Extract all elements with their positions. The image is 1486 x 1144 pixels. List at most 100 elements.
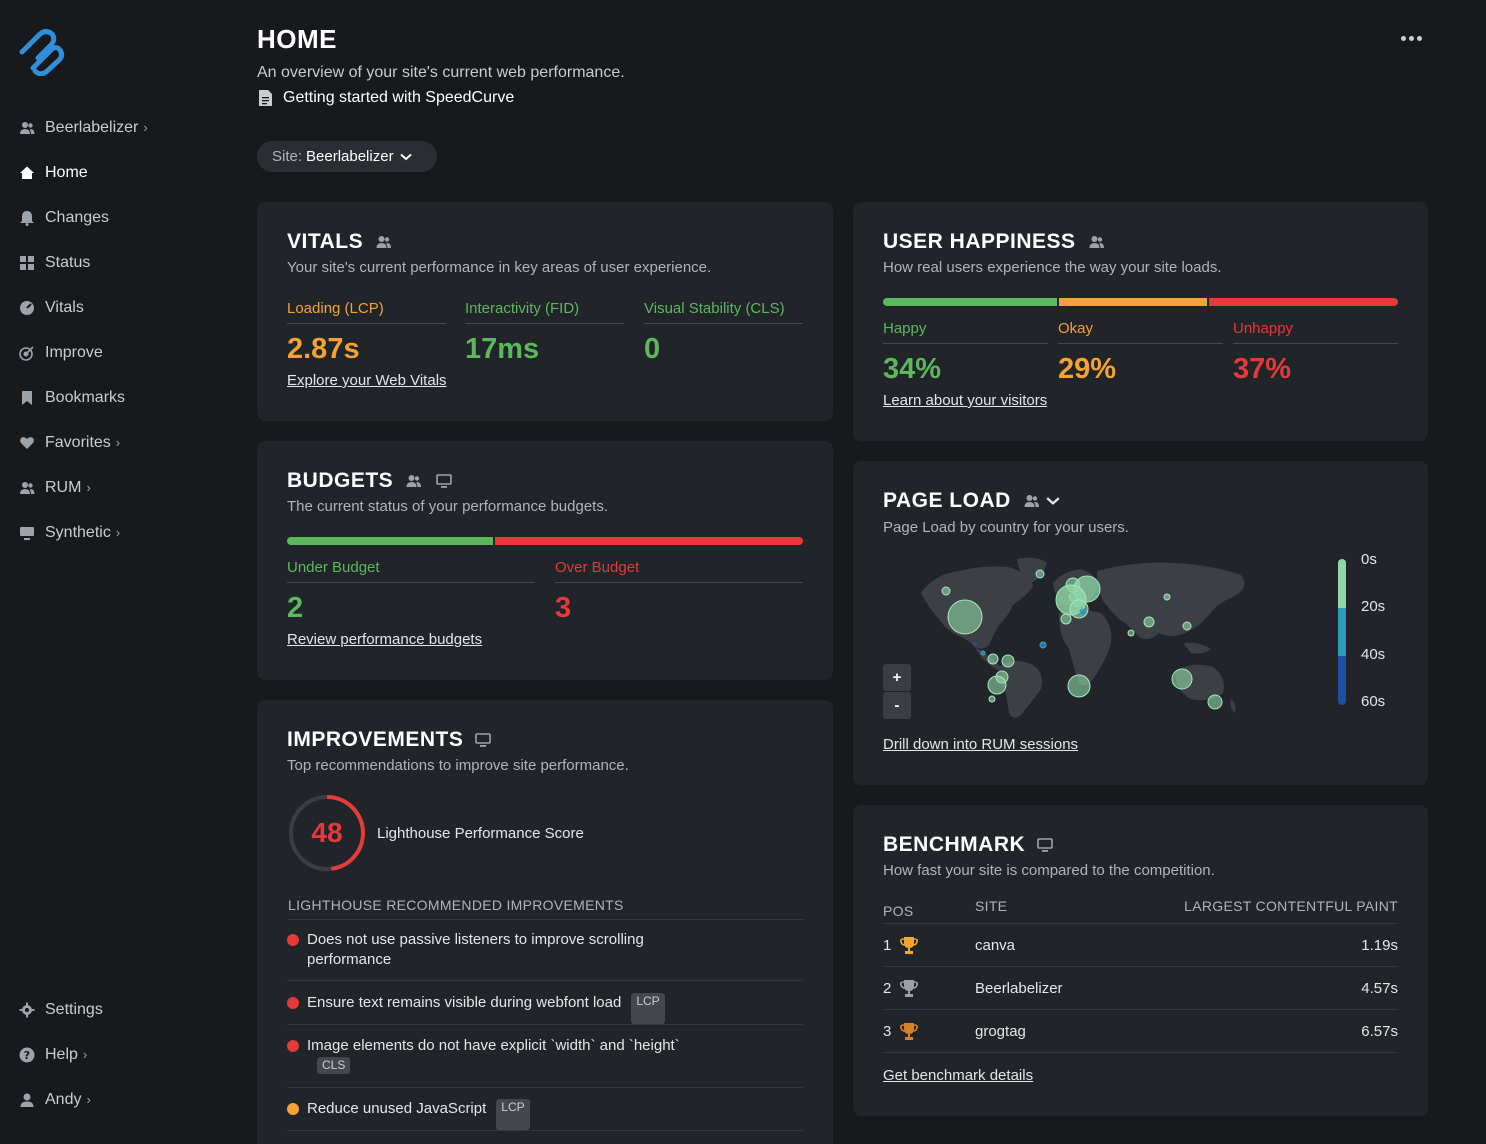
vitals-metric-fid[interactable]: Interactivity (FID) 17ms xyxy=(465,300,624,366)
explore-vitals-link[interactable]: Explore your Web Vitals xyxy=(287,372,447,389)
review-budgets-link[interactable]: Review performance budgets xyxy=(287,631,483,648)
metric-value: 37% xyxy=(1233,353,1292,385)
users-icon xyxy=(1089,236,1104,248)
metric-value: 34% xyxy=(883,353,942,385)
sidebar-item-label: Help xyxy=(45,1045,78,1063)
recommendation-text: Does not use passive listeners to improv… xyxy=(307,931,644,968)
metric-tag: LCP xyxy=(631,993,665,1024)
site-selector-value: Beerlabelizer xyxy=(306,148,394,165)
dot xyxy=(1416,35,1422,41)
position: 3 xyxy=(883,1022,892,1040)
monitor-icon xyxy=(436,474,452,488)
sidebar-item-label: Home xyxy=(45,163,88,181)
severity-dot xyxy=(287,1040,299,1052)
benchmark-card: BENCHMARK How fast your site is compared… xyxy=(853,805,1428,1116)
sidebar-item-label: Bookmarks xyxy=(45,388,126,406)
budgets-description: The current status of your performance b… xyxy=(287,498,608,515)
chevron-down-icon xyxy=(399,153,412,160)
budgets-bar xyxy=(287,537,803,545)
lcp-value: 6.57s xyxy=(1361,1022,1398,1040)
sidebar-item-rum[interactable]: RUM › xyxy=(0,465,230,510)
sidebar-item-help[interactable]: ? Help › xyxy=(0,1032,230,1077)
sidebar-item-bookmarks[interactable]: Bookmarks xyxy=(0,375,230,420)
metric-value: 0 xyxy=(644,333,661,365)
happiness-title: USER HAPPINESS xyxy=(883,230,1107,254)
document-icon xyxy=(259,90,272,106)
legend-label: 40s xyxy=(1361,646,1386,663)
rum-bubbles-slowest xyxy=(973,642,977,646)
sidebar-item-home[interactable]: Home xyxy=(0,150,230,195)
zoom-in-button[interactable]: + xyxy=(883,664,911,691)
metric-value: 17ms xyxy=(465,333,540,365)
sidebar-item-account[interactable]: Beerlabelizer › xyxy=(0,105,230,150)
happiness-description: How real users experience the way your s… xyxy=(883,259,1222,276)
sidebar-item-vitals[interactable]: Vitals xyxy=(0,285,230,330)
severity-dot xyxy=(287,934,299,946)
zoom-out-button[interactable]: - xyxy=(883,692,911,719)
metric-label: Okay xyxy=(1058,320,1223,344)
budgets-card: BUDGETS The current status of your perfo… xyxy=(257,441,833,680)
recommendation-item[interactable]: Ensure text remains visible during webfo… xyxy=(287,993,803,1025)
bronze-trophy-icon xyxy=(900,1023,919,1040)
metric-tag: LCP xyxy=(496,1099,530,1130)
page-title: HOME xyxy=(257,24,337,54)
sidebar-item-status[interactable]: Status xyxy=(0,240,230,285)
position: 2 xyxy=(883,979,892,997)
getting-started-label: Getting started with SpeedCurve xyxy=(283,89,515,106)
sidebar-item-settings[interactable]: Settings xyxy=(0,987,230,1032)
happiness-metric-happy: Happy 34% xyxy=(883,320,1048,386)
vitals-metric-cls[interactable]: Visual Stability (CLS) 0 xyxy=(644,300,803,366)
table-row[interactable]: 1 canva 1.19s xyxy=(883,924,1398,967)
chevron-down-icon[interactable] xyxy=(1046,496,1060,506)
legend-label: 20s xyxy=(1361,598,1386,615)
budgets-metric-under[interactable]: Under Budget 2 xyxy=(287,559,535,625)
benchmark-table-header: POS SITE LARGEST CONTENTFUL PAINT xyxy=(883,898,1398,924)
chevron-right-icon: › xyxy=(86,1092,91,1107)
site-selector[interactable]: Site: Beerlabelizer xyxy=(257,141,437,172)
chevron-right-icon: › xyxy=(86,480,91,495)
page-load-title-text: PAGE LOAD xyxy=(883,489,1011,512)
recommendation-item[interactable]: Image elements do not have explicit `wid… xyxy=(287,1036,803,1088)
user-icon xyxy=(19,1092,35,1108)
happiness-title-text: USER HAPPINESS xyxy=(883,230,1076,253)
recommendation-item[interactable]: Reduce unused JavaScript LCP xyxy=(287,1099,803,1131)
sidebar-item-label: Changes xyxy=(45,208,110,226)
sidebar: Beerlabelizer › Home Changes Status Vital… xyxy=(0,0,230,1144)
table-row[interactable]: 3 grogtag 6.57s xyxy=(883,1010,1398,1053)
budgets-bar-over xyxy=(495,537,803,545)
sidebar-item-label: Synthetic xyxy=(45,523,111,541)
monitor-icon xyxy=(19,525,35,541)
vitals-metric-lcp[interactable]: Loading (LCP) 2.87s xyxy=(287,300,446,366)
lcp-value: 4.57s xyxy=(1361,979,1398,997)
sidebar-item-account-user[interactable]: Andy › xyxy=(0,1077,230,1122)
learn-visitors-link[interactable]: Learn about your visitors xyxy=(883,392,1048,409)
sidebar-item-favorites[interactable]: Favorites › xyxy=(0,420,230,465)
benchmark-details-link[interactable]: Get benchmark details xyxy=(883,1067,1034,1084)
table-row[interactable]: 2 Beerlabelizer 4.57s xyxy=(883,967,1398,1010)
sidebar-item-changes[interactable]: Changes xyxy=(0,195,230,240)
metric-value: 3 xyxy=(555,592,572,624)
metric-label: Over Budget xyxy=(555,559,803,583)
severity-dot xyxy=(287,997,299,1009)
drill-down-rum-link[interactable]: Drill down into RUM sessions xyxy=(883,736,1079,753)
site-name: grogtag xyxy=(975,1022,1026,1040)
page-load-description: Page Load by country for your users. xyxy=(883,519,1129,536)
getting-started-link[interactable]: Getting started with SpeedCurve xyxy=(259,89,514,107)
load-time-legend-bar xyxy=(1338,559,1346,705)
page-subtitle: An overview of your site's current web p… xyxy=(257,64,625,81)
lighthouse-score: 48 xyxy=(311,817,343,848)
gold-trophy-icon xyxy=(900,937,919,954)
metric-label: Loading (LCP) xyxy=(287,300,446,324)
grid-icon xyxy=(19,255,35,271)
sidebar-item-improve[interactable]: Improve xyxy=(0,330,230,375)
happiness-metric-unhappy: Unhappy 37% xyxy=(1233,320,1398,386)
recommendation-item[interactable]: Does not use passive listeners to improv… xyxy=(287,930,803,981)
sidebar-item-synthetic[interactable]: Synthetic › xyxy=(0,510,230,555)
legend-label: 60s xyxy=(1361,693,1386,710)
more-options-button[interactable] xyxy=(1396,28,1426,48)
monitor-icon xyxy=(475,733,492,747)
budgets-metric-over[interactable]: Over Budget 3 xyxy=(555,559,803,625)
sidebar-item-label: Favorites xyxy=(45,433,111,451)
world-map[interactable] xyxy=(913,553,1258,723)
speedcurve-logo[interactable] xyxy=(16,26,68,76)
